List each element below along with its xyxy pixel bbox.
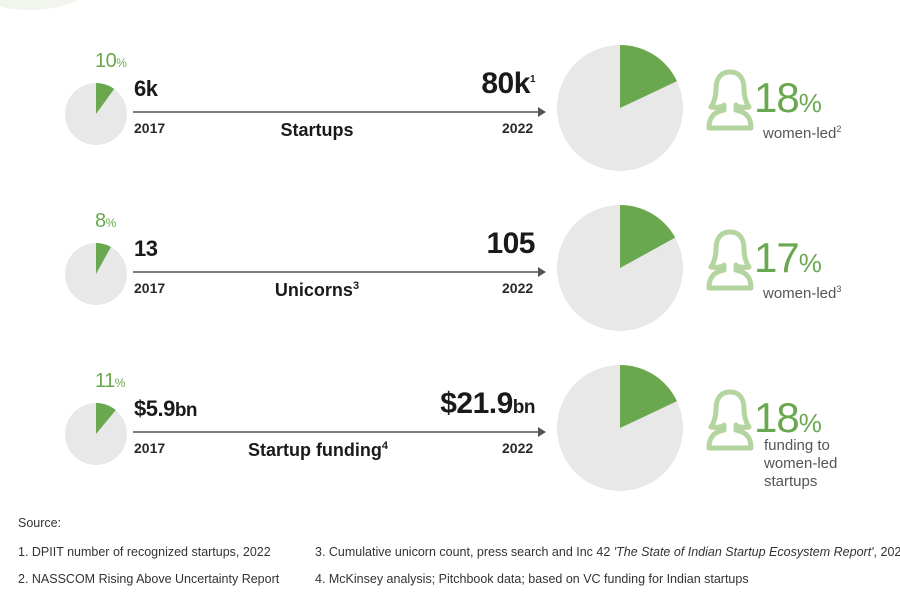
from-year: 2017 [134,440,166,456]
to-value-number: 80k [481,67,530,100]
source-item-1: 1. DPIIT number of recognized startups, … [18,545,271,559]
to-year: 2022 [502,440,534,456]
corner-decoration [0,0,90,10]
row-graphics [65,365,754,491]
metric-row: 11% $5.9bn $21.9bn 2017 2022 Startup funding4… [0,340,900,500]
metric-name: Startup funding [247,440,382,460]
from-value-unit: bn [174,400,198,421]
to-value-footnote: 1 [529,74,536,85]
metric-name: Unicorns [274,280,353,300]
source-item-3-tail: , 2022 [873,545,900,559]
woman-icon-outline [706,389,754,451]
metric-footnote: 3 [352,280,360,292]
source-item-3-title: 'The State of Indian Startup Ecosystem R… [613,545,874,559]
women-share-label-line: startups [764,473,818,490]
women-share-label: women-led3 [763,280,841,303]
metric-label: Startup funding4 [0,440,636,461]
woman-icon [706,389,754,451]
to-value-number: 105 [486,227,535,260]
small-share-label: 10% [95,50,127,73]
from-value-number: 13 [134,236,158,261]
metric-row: 10% 6k 80k1 2017 2022 Startups 18% women-led2 [0,20,900,180]
women-share-value: 18% [754,74,822,121]
from-value-number: $5.9 [134,396,175,421]
woman-icon-outline [706,229,754,291]
small-share-value: 10 [95,50,117,72]
women-share-value: 18% [754,394,822,441]
percent-sign: % [114,376,126,390]
to-value-number: $21.9 [440,387,513,420]
arrow-head [538,107,546,117]
women-share-value: 17% [754,234,822,281]
source-item-4: 4. McKinsey analysis; Pitchbook data; ba… [315,572,749,586]
metric-row: 8% 13 105 2017 2022 Unicorns3 17% women-led3 [0,180,900,340]
from-year: 2017 [134,120,166,136]
percent-sign: % [798,248,822,278]
metric-label: Unicorns3 [0,280,634,301]
women-share-label-line: women-led [764,455,838,472]
small-share-value: 8 [95,210,106,232]
from-value: 6k [134,76,158,102]
metric-footnote: 4 [381,440,389,452]
row-graphics [65,205,754,331]
from-value: $5.9bn [134,396,198,422]
to-value: 80k1 [481,67,535,101]
sources-heading: Source: [18,516,62,530]
women-share-number: 17 [754,234,800,281]
percent-sign: % [105,216,117,230]
small-share-value: 11 [95,370,115,392]
source-item-2: 2. NASSCOM Rising Above Uncertainty Repo… [18,572,280,586]
metric-label: Startups [0,120,634,141]
small-pie-slice [96,403,116,434]
from-year: 2017 [134,280,166,296]
women-share-label-line: funding to [764,437,830,454]
percent-sign: % [798,88,822,118]
big-pie-slice [620,45,677,108]
small-pie-slice [96,243,111,274]
metric-name: Startups [280,120,354,140]
small-share-label: 11% [95,370,125,393]
to-year: 2022 [502,120,534,136]
women-share-label: women-led2 [763,120,841,143]
small-pie-slice [96,83,115,114]
arrow-head [538,267,546,277]
source-item-3: 3. Cumulative unicorn count, press searc… [315,545,900,559]
from-value-number: 6k [134,76,158,101]
women-share-label-line: women-led2 [763,124,842,142]
woman-icon [706,229,754,291]
to-value-unit: bn [512,397,536,418]
women-share-footnote: 2 [836,124,842,134]
big-pie-slice [620,205,676,268]
to-value: $21.9bn [440,387,535,421]
to-value: 105 [486,227,535,261]
to-year: 2022 [502,280,534,296]
source-item-3-text: 3. Cumulative unicorn count, press searc… [315,545,614,559]
small-share-label: 8% [95,210,116,233]
big-pie-slice [620,365,677,428]
women-share-footnote: 3 [836,284,842,294]
row-graphics [65,45,754,171]
percent-sign: % [798,408,822,438]
percent-sign: % [116,56,127,70]
women-share-number: 18 [754,74,800,121]
from-value: 13 [134,236,158,262]
women-share-label: funding to women-led startups [764,437,837,491]
women-share-label-line: women-led3 [763,284,842,302]
woman-icon-outline [706,69,754,131]
women-share-number: 18 [754,394,800,441]
arrow-head [538,427,546,437]
woman-icon [706,69,754,131]
